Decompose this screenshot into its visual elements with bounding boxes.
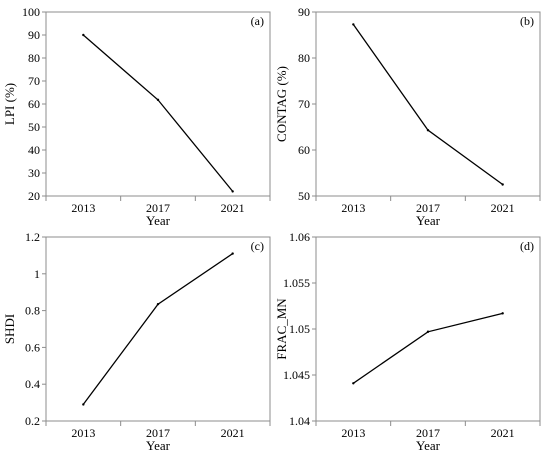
data-point: [426, 330, 430, 333]
y-tick-label: 70: [28, 74, 40, 88]
y-axis-title: SHDI: [2, 314, 17, 344]
x-tick-label: 2013: [341, 201, 365, 215]
y-tick-label: 40: [28, 143, 40, 157]
panel-label: (a): [251, 14, 264, 28]
y-tick-label: 90: [28, 28, 40, 42]
y-tick-label: 1.06: [289, 230, 310, 244]
data-point: [231, 190, 234, 193]
y-axis-title: LPI (%): [2, 83, 17, 125]
data-point: [156, 302, 160, 306]
x-tick-label: 2013: [71, 426, 95, 440]
y-tick-label: 90: [298, 5, 310, 19]
panel-label: (d): [520, 239, 534, 253]
series-line: [352, 312, 503, 384]
y-tick-label: 1.045: [283, 368, 310, 382]
y-tick-label: 0.2: [25, 414, 40, 428]
data-point: [501, 183, 504, 186]
x-axis-title: Year: [146, 438, 171, 453]
y-tick-label: 30: [28, 166, 40, 180]
y-tick-label: 60: [298, 143, 310, 157]
x-tick-label: 2017: [416, 201, 440, 215]
y-tick-label: 1: [34, 267, 40, 281]
y-tick-label: 20: [28, 189, 40, 203]
x-tick-label: 2021: [491, 426, 515, 440]
data-point: [352, 23, 355, 26]
y-tick-label: 1.04: [289, 414, 310, 428]
x-tick-label: 2017: [416, 426, 440, 440]
y-tick-label: 70: [298, 97, 310, 111]
y-tick-label: 0.6: [25, 340, 40, 354]
y-tick-label: 50: [28, 120, 40, 134]
y-tick-label: 1.05: [289, 322, 310, 336]
plot-frame: [315, 11, 541, 197]
x-axis-title: Year: [416, 213, 441, 228]
data-point: [426, 129, 430, 132]
x-tick-label: 2013: [341, 426, 365, 440]
y-tick-label: 1.055: [283, 276, 310, 290]
x-tick-label: 2021: [221, 201, 245, 215]
x-tick-label: 2013: [71, 201, 95, 215]
x-tick-label: 2021: [491, 201, 515, 215]
y-tick-label: 1.2: [25, 230, 40, 244]
series-line: [82, 253, 234, 405]
data-point: [352, 382, 355, 385]
y-tick-label: 0.8: [25, 304, 40, 318]
panel-b: 50 60 70 80 90 2013 2017 2021 Year CONTAG (%) (b): [274, 5, 541, 228]
panel-d: 1.04 1.045 1.05 1.055 1.06 2013 2017 2021 Year FR…: [274, 230, 541, 453]
panel-c: 0.2 0.4 0.6 0.8 1 1.2 2013 2017 2021 Year SHDI (c): [2, 230, 271, 453]
plot-frame: [45, 236, 271, 422]
data-point: [82, 33, 85, 37]
data-point: [156, 98, 160, 102]
y-axis-title: CONTAG (%): [274, 66, 289, 142]
data-point: [82, 403, 85, 406]
x-tick-label: 2017: [146, 201, 170, 215]
y-axis-title: FRAC_MN: [274, 298, 289, 360]
y-tick-label: 50: [298, 189, 310, 203]
y-tick-label: 80: [298, 51, 310, 65]
plot-frame: [45, 11, 271, 197]
series-line: [352, 24, 504, 186]
y-tick-label: 60: [28, 97, 40, 111]
panel-label: (b): [520, 14, 534, 28]
y-tick-label: 100: [22, 5, 40, 19]
series-line: [82, 34, 234, 192]
y-tick-label: 0.4: [25, 377, 40, 391]
plot-frame: [315, 236, 541, 422]
y-tick-label: 80: [28, 51, 40, 65]
panel-label: (c): [251, 239, 264, 253]
x-axis-title: Year: [146, 213, 171, 228]
data-point: [501, 312, 504, 315]
data-point: [231, 252, 234, 255]
x-tick-label: 2017: [146, 426, 170, 440]
panel-a: 20 30 40 50 60 70 80 90 100 2013 2017 2021 Year LPI (…: [2, 5, 271, 228]
x-axis-title: Year: [416, 438, 441, 453]
x-tick-label: 2021: [221, 426, 245, 440]
